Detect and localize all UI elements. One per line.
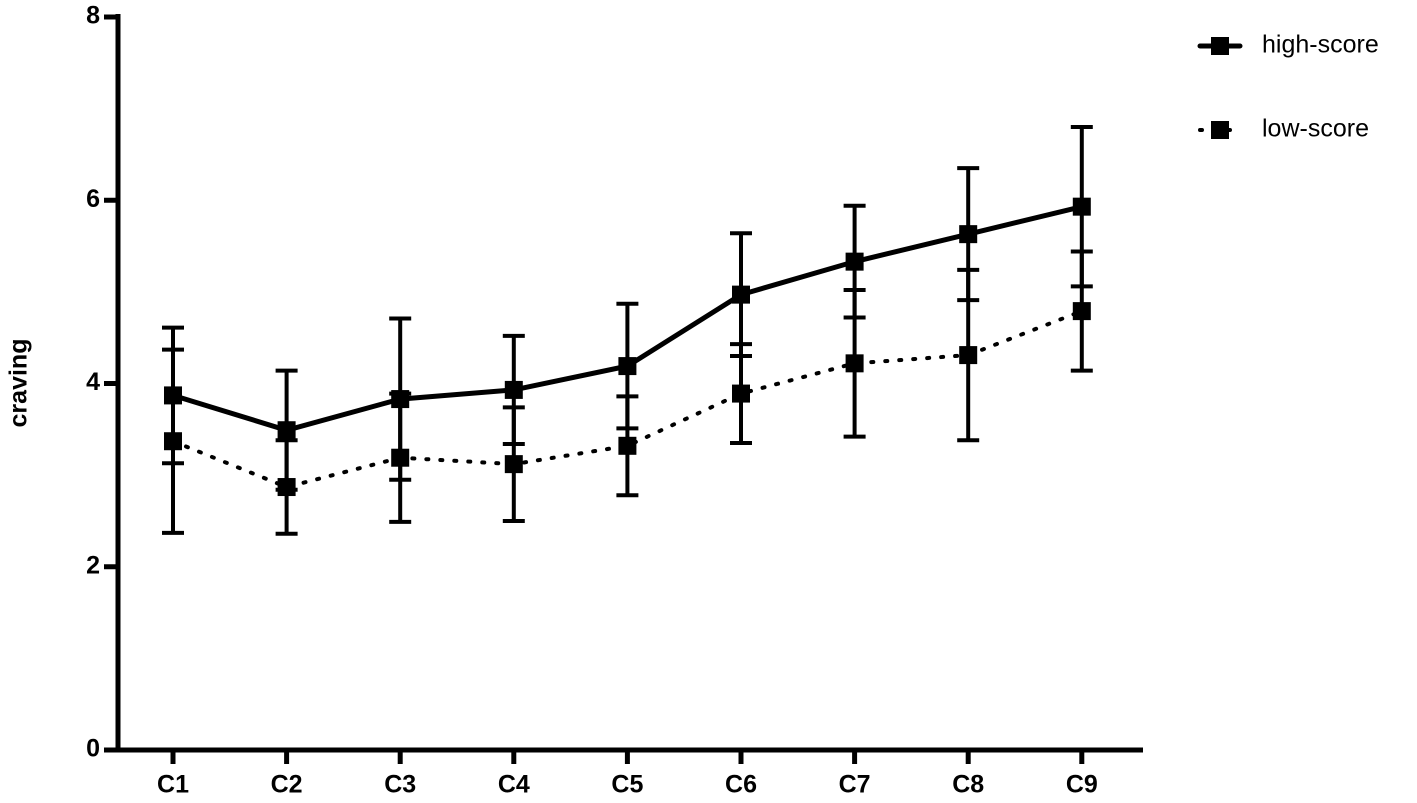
marker	[959, 346, 978, 365]
y-tick-label: 6	[86, 185, 100, 213]
x-tick-label: C4	[498, 771, 530, 799]
y-axis-label: craving	[5, 339, 33, 428]
marker	[277, 421, 296, 440]
x-tick-label: C8	[952, 771, 984, 799]
series-line	[171, 309, 1084, 490]
legend-marker	[1211, 37, 1229, 55]
marker	[164, 432, 182, 451]
marker	[845, 354, 864, 373]
y-tick-label: 4	[86, 368, 100, 396]
marker	[959, 225, 978, 244]
marker	[732, 285, 750, 304]
marker	[504, 455, 523, 474]
x-tick-label: C5	[611, 771, 643, 799]
x-tick-label: C6	[725, 771, 757, 799]
legend-label: low-score	[1262, 115, 1369, 143]
marker	[504, 380, 523, 399]
x-tick-label: C1	[157, 771, 189, 799]
x-tick-label: C7	[839, 771, 871, 799]
y-tick-label: 2	[86, 551, 100, 579]
x-tick-label: C9	[1066, 771, 1098, 799]
x-tick-label: C2	[271, 771, 303, 799]
marker	[391, 448, 410, 467]
y-tick-label: 0	[86, 735, 100, 763]
marker	[1072, 302, 1091, 321]
marker	[732, 384, 750, 403]
marker	[618, 436, 637, 455]
legend-marker	[1211, 121, 1229, 139]
x-tick-label: C3	[384, 771, 416, 799]
marker	[618, 357, 637, 376]
legend-label: high-score	[1262, 31, 1379, 59]
marker	[277, 478, 296, 497]
y-tick-label: 8	[86, 2, 100, 30]
marker	[845, 252, 864, 271]
marker	[1072, 197, 1091, 216]
